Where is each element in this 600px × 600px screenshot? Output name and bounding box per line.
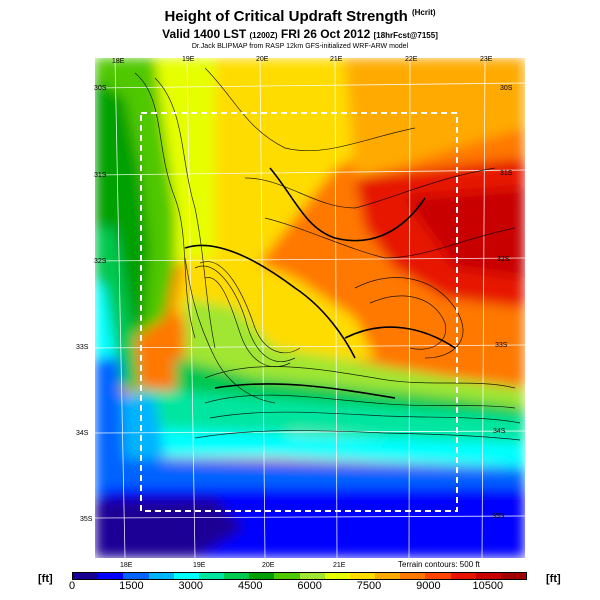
left-lat-label: 34S <box>76 430 89 437</box>
terrain-contour-note: Terrain contours: 500 ft <box>398 560 480 569</box>
valid-time: Valid 1400 LST (1200Z) FRI 26 Oct 2012 [… <box>0 27 600 41</box>
top-lon-label: 23E <box>480 56 493 63</box>
bottom-lon-label: 20E <box>262 562 275 569</box>
graticule <box>95 58 525 558</box>
left-lat-label: 30S <box>94 85 107 92</box>
unit-right: [ft] <box>546 573 561 585</box>
color-bar-segment <box>173 573 199 579</box>
map-field <box>95 58 525 558</box>
right-lat-label: 35S <box>492 513 505 520</box>
color-bar-segment <box>274 573 300 579</box>
color-bar-segment <box>299 573 325 579</box>
bottom-lon-label: 18E <box>120 562 133 569</box>
color-bar-segment <box>198 573 225 579</box>
color-bar-tick-label: 0 <box>68 580 76 592</box>
top-lon-label: 22E <box>405 56 418 63</box>
valid-utc: (1200Z) <box>249 31 278 40</box>
color-bar-segment <box>425 573 451 579</box>
inner-domain-box <box>140 112 458 512</box>
color-bar <box>72 572 527 580</box>
model-credit: Dr.Jack BLIPMAP from RASP 12km GFS-initi… <box>191 43 409 50</box>
map-title: Height of Critical Updraft Strength (Hcr… <box>0 8 600 25</box>
color-bar-segment <box>73 573 99 579</box>
top-lon-label: 19E <box>182 56 195 63</box>
color-bar-segment <box>450 573 476 579</box>
color-bar-tick-label: 9000 <box>416 580 441 592</box>
valid-date: FRI 26 Oct 2012 <box>280 27 371 41</box>
title-tag: (Hcrit) <box>411 8 436 17</box>
terrain-contours <box>134 67 521 441</box>
right-lat-label: 34S <box>493 428 506 435</box>
color-bar-tick-label: 6000 <box>297 580 322 592</box>
top-lon-label: 21E <box>330 56 343 63</box>
color-bar-segment <box>148 573 174 579</box>
color-bar-segment <box>324 573 350 579</box>
left-lat-label: 35S <box>80 516 93 523</box>
bottom-lon-label: 19E <box>193 562 206 569</box>
right-lat-label: 33S <box>495 342 508 349</box>
left-lat-label: 31S <box>94 172 107 179</box>
color-bar-segment <box>224 573 250 579</box>
color-bar-tick-label: 1500 <box>119 580 144 592</box>
color-bar-tick-label: 7500 <box>356 580 382 592</box>
title-text: Height of Critical Updraft Strength <box>164 8 408 25</box>
right-lat-label: 31S <box>500 170 513 177</box>
bottom-lon-label: 21E <box>333 562 346 569</box>
right-lat-label: 32S <box>497 256 510 263</box>
valid-main: Valid 1400 LST <box>162 27 247 41</box>
left-lat-label: 32S <box>94 258 107 265</box>
color-bar-segment <box>475 573 501 579</box>
color-bar-segment <box>500 573 527 579</box>
color-bar-segment <box>349 573 376 579</box>
color-bar-segment <box>375 573 401 579</box>
color-bar-segment <box>400 573 426 579</box>
color-bar-segment <box>98 573 124 579</box>
unit-left: [ft] <box>38 573 53 585</box>
color-bar-segment <box>123 573 149 579</box>
top-lon-label: 18E <box>112 58 125 65</box>
color-bar-tick-label: 10500 <box>472 580 504 592</box>
color-bar-tick-label: 3000 <box>178 580 204 592</box>
color-field <box>95 58 525 558</box>
top-lon-label: 20E <box>256 56 269 63</box>
valid-forecast-tag: [18hrFcst@7155] <box>373 31 438 40</box>
color-bar-tick-label: 4500 <box>237 580 263 592</box>
right-lat-label: 30S <box>500 85 513 92</box>
terrain-contours-bold <box>184 167 456 399</box>
left-lat-label: 33S <box>76 344 89 351</box>
color-bar-segment <box>249 573 275 579</box>
